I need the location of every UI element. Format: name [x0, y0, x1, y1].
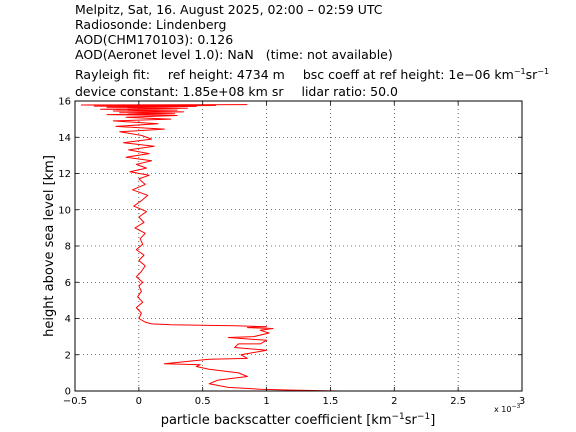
series-group — [80, 104, 340, 392]
y-tick-label: 4 — [65, 314, 71, 325]
header-title: Melpitz, Sat, 16. August 2025, 02:00 – 0… — [75, 2, 383, 17]
header-device-constant: device constant: 1.85e+08 km sr — [75, 84, 284, 99]
x-tick-label: 2.5 — [450, 396, 466, 407]
grid-lines — [75, 101, 522, 391]
header-bsc-coeff: bsc coeff at ref height: 1e−06 km−1sr−1 — [302, 67, 550, 82]
y-tick-label: 12 — [58, 169, 71, 180]
y-tick-label: 6 — [65, 278, 71, 289]
y-tick-label: 0 — [65, 387, 71, 398]
x-tick-label: 1.5 — [322, 396, 338, 407]
x-axis-label: particle backscatter coefficient [km−1sr… — [161, 412, 436, 428]
x-tick-label: 0 — [136, 396, 142, 407]
y-tick-label: 8 — [65, 242, 71, 253]
header-aod-aeronet-time: (time: not available) — [265, 47, 393, 62]
axis-ticks — [74, 100, 523, 392]
header-aod-chm: AOD(CHM170103): 0.126 — [75, 32, 234, 47]
header-rayleigh: Rayleigh fit: ref height: 4734 m bsc coeff… — [75, 67, 549, 82]
y-tick-labels: 0 2 4 6 8 10 12 14 16 — [58, 97, 71, 398]
y-tick-label: 14 — [58, 133, 71, 144]
x-exponent-label: x 10−3 — [494, 403, 520, 414]
header-rayleigh-label: Rayleigh fit: — [75, 67, 150, 82]
backscatter-profile-line — [80, 104, 340, 392]
y-axis-label: height above sea level [km] — [42, 155, 57, 337]
x-tick-label: 0.5 — [195, 396, 211, 407]
x-tick-label: 2 — [391, 396, 397, 407]
x-tick-label: 1 — [263, 396, 269, 407]
header-device: device constant: 1.85e+08 km sr lidar rat… — [75, 84, 398, 99]
x-tick-labels: −0.5 0 0.5 1 1.5 2 2.5 3 — [63, 396, 525, 407]
header-aod-aeronet-value: AOD(Aeronet level 1.0): NaN — [75, 47, 254, 62]
header-ref-height: ref height: 4734 m — [167, 67, 285, 82]
header-lidar-ratio: lidar ratio: 50.0 — [301, 84, 398, 99]
x-tick-label: −0.5 — [63, 396, 87, 407]
y-tick-label: 10 — [58, 205, 71, 216]
y-tick-label: 2 — [65, 350, 71, 361]
x-tick-label: 3 — [519, 396, 525, 407]
header-aod-aeronet: AOD(Aeronet level 1.0): NaN (time: not av… — [75, 47, 393, 62]
header-radiosonde: Radiosonde: Lindenberg — [75, 17, 227, 32]
y-tick-label: 16 — [58, 97, 71, 108]
